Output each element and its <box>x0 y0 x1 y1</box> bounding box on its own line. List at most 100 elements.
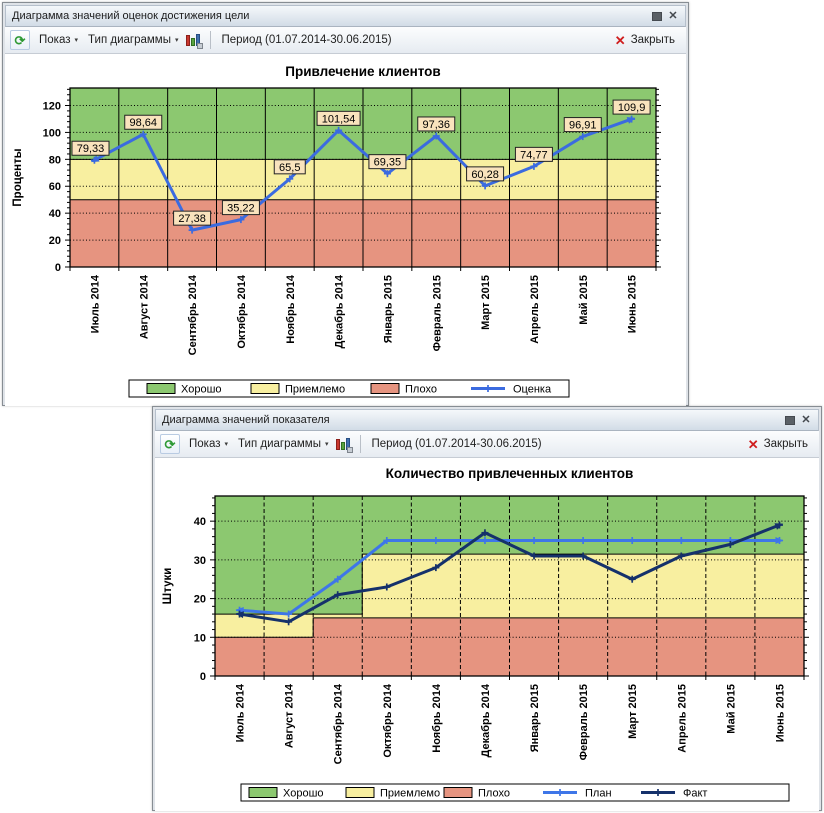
close-icon: ✕ <box>668 9 678 22</box>
svg-text:Декабрь 2014: Декабрь 2014 <box>334 274 346 348</box>
svg-text:Хорошо: Хорошо <box>283 788 324 800</box>
svg-text:30: 30 <box>194 555 206 567</box>
toolbar-separator <box>359 435 361 453</box>
refresh-button[interactable]: ⟳ <box>160 434 180 454</box>
chart-type-menu-button[interactable]: Тип диаграммы ▾ <box>238 438 329 450</box>
svg-text:Декабрь 2014: Декабрь 2014 <box>480 683 492 757</box>
maximize-button[interactable] <box>782 413 798 428</box>
indicator-window-title: Диаграмма значений показателя <box>162 414 330 426</box>
svg-text:Хорошо: Хорошо <box>181 384 222 396</box>
svg-text:Июнь 2015: Июнь 2015 <box>774 684 786 742</box>
svg-text:Оценка: Оценка <box>513 384 552 396</box>
svg-text:35,22: 35,22 <box>227 203 255 215</box>
goal-chart-area: 0 20 40 60 80 100 120 Июль 2014 Август 2014 Сентя… <box>5 54 686 406</box>
svg-text:Июнь 2015: Июнь 2015 <box>627 275 639 333</box>
svg-text:Октябрь 2014: Октябрь 2014 <box>236 274 248 349</box>
bar-chart-icon[interactable] <box>335 437 353 453</box>
refresh-icon: ⟳ <box>164 436 176 452</box>
svg-text:69,35: 69,35 <box>374 157 402 169</box>
svg-text:100: 100 <box>43 127 61 139</box>
svg-text:0: 0 <box>200 671 206 683</box>
chevron-down-icon: ▾ <box>174 36 179 44</box>
svg-text:Август 2014: Август 2014 <box>138 274 150 339</box>
svg-text:40: 40 <box>194 516 206 528</box>
close-toolbar-button[interactable]: ✕ Закрыть <box>614 32 675 48</box>
close-toolbar-button[interactable]: ✕ Закрыть <box>747 436 808 452</box>
goal-window-toolbar: ⟳ Показ ▾ Тип диаграммы ▾ Период (01.07.… <box>5 27 686 54</box>
svg-text:80: 80 <box>49 154 61 166</box>
svg-text:Апрель 2015: Апрель 2015 <box>676 684 688 753</box>
svg-text:97,36: 97,36 <box>422 119 450 131</box>
svg-text:27,38: 27,38 <box>178 213 206 225</box>
chart-type-menu-button[interactable]: Тип диаграммы ▾ <box>88 34 179 46</box>
goal-window-title: Диаграмма значений оценок достижения цел… <box>12 10 250 22</box>
indicator-values-window: Диаграмма значений показателя ✕ ⟳ Показ … <box>152 406 822 811</box>
svg-text:Сентябрь 2014: Сентябрь 2014 <box>187 274 199 355</box>
svg-text:Октябрь 2014: Октябрь 2014 <box>382 683 394 758</box>
maximize-button[interactable] <box>649 9 665 24</box>
svg-text:96,91: 96,91 <box>569 120 597 132</box>
goal-window-titlebar[interactable]: Диаграмма значений оценок достижения цел… <box>5 5 686 27</box>
svg-text:0: 0 <box>55 262 61 274</box>
svg-text:Факт: Факт <box>683 788 707 800</box>
svg-text:Ноябрь 2014: Ноябрь 2014 <box>285 274 297 344</box>
goal-chart-canvas: 0 20 40 60 80 100 120 Июль 2014 Август 2014 Сентя… <box>12 64 661 398</box>
indicator-chart-canvas: 0 10 20 30 40 Июль 2014 Август 2014 Сентябрь 20… <box>162 466 809 802</box>
svg-text:Штуки: Штуки <box>162 568 174 605</box>
svg-text:20: 20 <box>194 594 206 606</box>
svg-text:Сентябрь 2014: Сентябрь 2014 <box>333 683 345 764</box>
period-label: Период (01.07.2014-30.06.2015) <box>221 34 392 46</box>
svg-text:Плохо: Плохо <box>405 384 437 396</box>
maximize-icon <box>652 11 662 21</box>
chevron-down-icon: ▾ <box>324 440 329 448</box>
chevron-down-icon: ▾ <box>224 440 229 448</box>
svg-text:План: План <box>585 788 612 800</box>
svg-text:60,28: 60,28 <box>471 169 499 181</box>
maximize-icon <box>785 415 795 425</box>
indicator-window-toolbar: ⟳ Показ ▾ Тип диаграммы ▾ Период (01.07.… <box>155 431 819 458</box>
svg-text:Январь 2015: Январь 2015 <box>382 275 394 343</box>
svg-text:Март 2015: Март 2015 <box>627 684 639 739</box>
svg-text:Март 2015: Март 2015 <box>480 275 492 330</box>
svg-text:Плохо: Плохо <box>478 788 510 800</box>
svg-text:Август 2014: Август 2014 <box>284 683 296 748</box>
svg-text:109,9: 109,9 <box>618 102 646 114</box>
svg-text:120: 120 <box>43 100 61 112</box>
close-button[interactable]: ✕ <box>798 413 814 428</box>
svg-text:Май 2015: Май 2015 <box>725 684 737 734</box>
close-button[interactable]: ✕ <box>665 9 681 24</box>
svg-text:79,33: 79,33 <box>77 143 105 155</box>
show-menu-button[interactable]: Показ ▾ <box>189 438 229 450</box>
svg-text:Февраль 2015: Февраль 2015 <box>431 275 443 351</box>
svg-text:Апрель 2015: Апрель 2015 <box>529 275 541 344</box>
svg-text:60: 60 <box>49 181 61 193</box>
svg-text:Приемлемо: Приемлемо <box>380 788 440 800</box>
svg-text:10: 10 <box>194 632 206 644</box>
svg-text:Май 2015: Май 2015 <box>578 275 590 325</box>
chevron-down-icon: ▾ <box>74 36 79 44</box>
svg-text:74,77: 74,77 <box>520 149 548 161</box>
svg-text:Январь 2015: Январь 2015 <box>529 684 541 752</box>
bar-chart-icon[interactable] <box>185 33 203 49</box>
indicator-chart-area: 0 10 20 30 40 Июль 2014 Август 2014 Сентябрь 20… <box>155 458 819 811</box>
svg-text:Июль 2014: Июль 2014 <box>235 683 247 742</box>
svg-text:Привлечение клиентов: Привлечение клиентов <box>285 64 440 79</box>
toolbar-separator <box>209 31 211 49</box>
svg-text:Февраль 2015: Февраль 2015 <box>578 684 590 760</box>
indicator-window-titlebar[interactable]: Диаграмма значений показателя ✕ <box>155 409 819 431</box>
svg-text:65,5: 65,5 <box>279 162 300 174</box>
svg-text:Количество привлеченных клиент: Количество привлеченных клиентов <box>386 466 634 481</box>
svg-text:Проценты: Проценты <box>12 148 24 206</box>
show-menu-button[interactable]: Показ ▾ <box>39 34 79 46</box>
period-label: Период (01.07.2014-30.06.2015) <box>371 438 542 450</box>
goal-scores-window: Диаграмма значений оценок достижения цел… <box>2 2 689 406</box>
close-red-x-icon: ✕ <box>747 436 759 452</box>
close-icon: ✕ <box>801 413 811 426</box>
svg-text:Ноябрь 2014: Ноябрь 2014 <box>431 683 443 753</box>
refresh-button[interactable]: ⟳ <box>10 30 30 50</box>
refresh-icon: ⟳ <box>14 32 26 48</box>
svg-text:98,64: 98,64 <box>129 117 157 129</box>
svg-text:40: 40 <box>49 208 61 220</box>
svg-text:101,54: 101,54 <box>322 113 356 125</box>
